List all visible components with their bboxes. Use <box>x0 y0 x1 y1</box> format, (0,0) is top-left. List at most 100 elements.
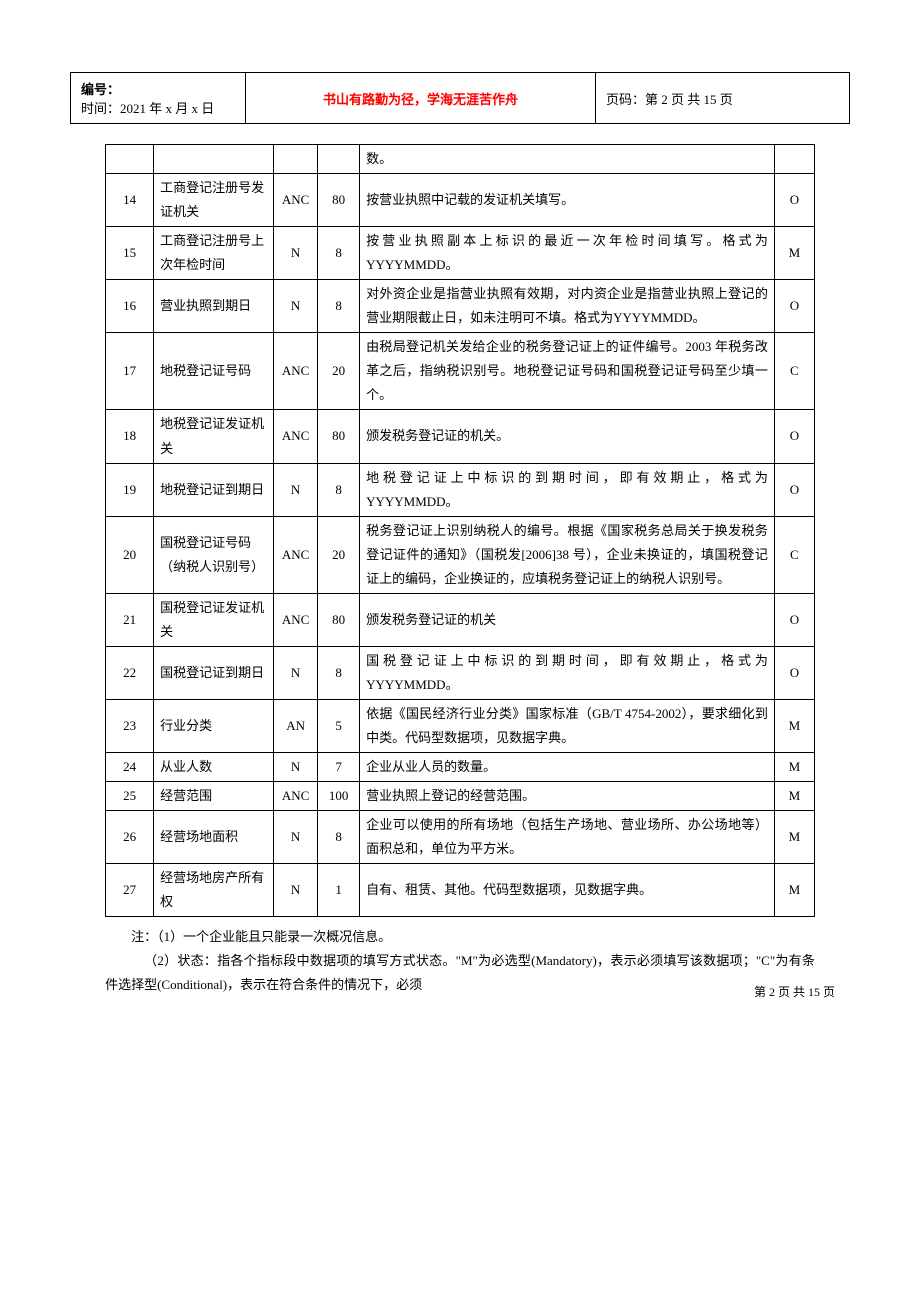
cell-type: N <box>274 227 318 280</box>
cell-flag: O <box>774 174 814 227</box>
cell-len: 80 <box>318 593 360 646</box>
cell-idx: 18 <box>106 410 154 463</box>
header-page-number: 页码：第 2 页 共 15 页 <box>596 73 850 124</box>
table-row: 26经营场地面积N8企业可以使用的所有场地（包括生产场地、营业场所、办公场地等）… <box>106 811 815 864</box>
cell-idx: 22 <box>106 646 154 699</box>
cell-desc: 依据《国民经济行业分类》国家标准（GB/T 4754-2002），要求细化到中类… <box>360 699 775 752</box>
cell-len: 5 <box>318 699 360 752</box>
cell-len: 8 <box>318 280 360 333</box>
cell-flag: M <box>774 753 814 782</box>
cell-len <box>318 145 360 174</box>
cell-idx: 19 <box>106 463 154 516</box>
cell-type: N <box>274 280 318 333</box>
cell-type: N <box>274 811 318 864</box>
cell-len: 80 <box>318 410 360 463</box>
cell-name: 经营范围 <box>154 782 274 811</box>
cell-len: 80 <box>318 174 360 227</box>
cell-desc: 营业执照上登记的经营范围。 <box>360 782 775 811</box>
cell-desc: 数。 <box>360 145 775 174</box>
cell-flag: M <box>774 782 814 811</box>
table-row: 19地税登记证到期日N8地税登记证上中标识的到期时间，即有效期止，格式为 YYY… <box>106 463 815 516</box>
cell-desc: 地税登记证上中标识的到期时间，即有效期止，格式为 YYYYMMDD。 <box>360 463 775 516</box>
cell-desc: 企业从业人员的数量。 <box>360 753 775 782</box>
cell-flag: O <box>774 463 814 516</box>
table-row: 24从业人数N7企业从业人员的数量。M <box>106 753 815 782</box>
data-spec-table: 数。14工商登记注册号发证机关ANC80按营业执照中记载的发证机关填写。O15工… <box>105 144 815 917</box>
cell-type: ANC <box>274 782 318 811</box>
table-row: 14工商登记注册号发证机关ANC80按营业执照中记载的发证机关填写。O <box>106 174 815 227</box>
cell-flag: M <box>774 227 814 280</box>
cell-idx: 15 <box>106 227 154 280</box>
cell-flag: O <box>774 646 814 699</box>
cell-type: N <box>274 646 318 699</box>
cell-type: ANC <box>274 174 318 227</box>
cell-type: ANC <box>274 410 318 463</box>
cell-idx: 20 <box>106 516 154 593</box>
header-meta-cell: 编号： 时间：2021 年 x 月 x 日 <box>71 73 246 124</box>
header-slogan: 书山有路勤为径，学海无涯苦作舟 <box>246 73 596 124</box>
cell-name: 地税登记证号码 <box>154 333 274 410</box>
cell-flag: M <box>774 864 814 917</box>
cell-idx: 24 <box>106 753 154 782</box>
cell-type: ANC <box>274 333 318 410</box>
cell-type: AN <box>274 699 318 752</box>
cell-desc: 自有、租赁、其他。代码型数据项，见数据字典。 <box>360 864 775 917</box>
cell-desc: 税务登记证上识别纳税人的编号。根据《国家税务总局关于换发税务登记证件的通知》（国… <box>360 516 775 593</box>
cell-desc: 按营业执照副本上标识的最近一次年检时间填写。格式为 YYYYMMDD。 <box>360 227 775 280</box>
cell-name: 工商登记注册号发证机关 <box>154 174 274 227</box>
cell-len: 100 <box>318 782 360 811</box>
cell-name <box>154 145 274 174</box>
cell-name: 国税登记证到期日 <box>154 646 274 699</box>
table-row: 15工商登记注册号上次年检时间N8按营业执照副本上标识的最近一次年检时间填写。格… <box>106 227 815 280</box>
cell-name: 从业人数 <box>154 753 274 782</box>
table-row: 25经营范围ANC100营业执照上登记的经营范围。M <box>106 782 815 811</box>
cell-desc: 对外资企业是指营业执照有效期，对内资企业是指营业执照上登记的营业期限截止日，如未… <box>360 280 775 333</box>
cell-flag: C <box>774 333 814 410</box>
cell-len: 8 <box>318 227 360 280</box>
cell-type: N <box>274 753 318 782</box>
cell-flag: O <box>774 410 814 463</box>
cell-flag: M <box>774 811 814 864</box>
cell-name: 经营场地房产所有权 <box>154 864 274 917</box>
table-notes: 注：（1）一个企业能且只能录一次概况信息。 （2）状态：指各个指标段中数据项的填… <box>105 925 815 997</box>
cell-flag <box>774 145 814 174</box>
cell-type <box>274 145 318 174</box>
table-row: 27经营场地房产所有权N1自有、租赁、其他。代码型数据项，见数据字典。M <box>106 864 815 917</box>
cell-idx: 26 <box>106 811 154 864</box>
page-footer: 第 2 页 共 15 页 <box>754 983 835 1000</box>
cell-name: 经营场地面积 <box>154 811 274 864</box>
cell-type: N <box>274 463 318 516</box>
cell-type: ANC <box>274 516 318 593</box>
cell-desc: 按营业执照中记载的发证机关填写。 <box>360 174 775 227</box>
cell-name: 行业分类 <box>154 699 274 752</box>
cell-idx: 21 <box>106 593 154 646</box>
table-row: 22国税登记证到期日N8国税登记证上中标识的到期时间，即有效期止，格式为 YYY… <box>106 646 815 699</box>
cell-name: 地税登记证发证机关 <box>154 410 274 463</box>
page-header: 编号： 时间：2021 年 x 月 x 日 书山有路勤为径，学海无涯苦作舟 页码… <box>70 72 850 124</box>
cell-flag: C <box>774 516 814 593</box>
table-row: 16营业执照到期日N8对外资企业是指营业执照有效期，对内资企业是指营业执照上登记… <box>106 280 815 333</box>
cell-name: 国税登记证发证机关 <box>154 593 274 646</box>
table-row: 23行业分类AN5依据《国民经济行业分类》国家标准（GB/T 4754-2002… <box>106 699 815 752</box>
cell-idx <box>106 145 154 174</box>
cell-desc: 颁发税务登记证的机关 <box>360 593 775 646</box>
cell-name: 工商登记注册号上次年检时间 <box>154 227 274 280</box>
cell-flag: M <box>774 699 814 752</box>
cell-idx: 16 <box>106 280 154 333</box>
cell-len: 20 <box>318 516 360 593</box>
cell-name: 营业执照到期日 <box>154 280 274 333</box>
table-row: 18地税登记证发证机关ANC80颁发税务登记证的机关。O <box>106 410 815 463</box>
cell-desc: 由税局登记机关发给企业的税务登记证上的证件编号。2003 年税务改革之后，指纳税… <box>360 333 775 410</box>
cell-idx: 17 <box>106 333 154 410</box>
cell-idx: 27 <box>106 864 154 917</box>
doc-time: 时间：2021 年 x 月 x 日 <box>81 98 235 117</box>
note-line-2: （2）状态：指各个指标段中数据项的填写方式状态。"M"为必选型(Mandator… <box>105 949 815 997</box>
cell-idx: 14 <box>106 174 154 227</box>
cell-name: 地税登记证到期日 <box>154 463 274 516</box>
cell-len: 8 <box>318 463 360 516</box>
page-container: 编号： 时间：2021 年 x 月 x 日 书山有路勤为径，学海无涯苦作舟 页码… <box>0 0 920 1048</box>
cell-len: 20 <box>318 333 360 410</box>
note-line-1: 注：（1）一个企业能且只能录一次概况信息。 <box>105 925 815 949</box>
cell-len: 8 <box>318 811 360 864</box>
cell-desc: 企业可以使用的所有场地（包括生产场地、营业场所、办公场地等）面积总和，单位为平方… <box>360 811 775 864</box>
